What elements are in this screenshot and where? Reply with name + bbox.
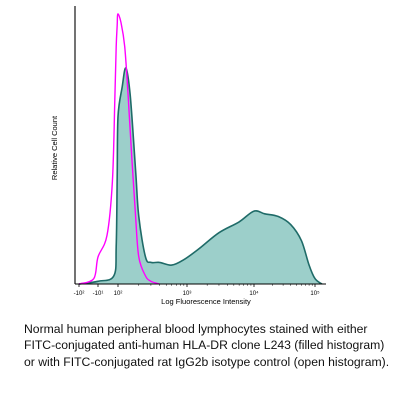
x-axis-title: Log Fluorescence Intensity [161, 297, 251, 306]
x-tick-label: 10³ [183, 291, 192, 297]
y-axis-title: Relative Cell Count [50, 115, 59, 180]
open-histogram-outline [78, 13, 160, 285]
plot-area [78, 13, 323, 285]
x-tick-label: -10¹ [93, 291, 104, 297]
x-tick-label: -10² [74, 291, 85, 297]
x-tick-label: 10⁴ [249, 290, 259, 297]
x-tick-label: 10² [114, 291, 123, 297]
figure-caption: Normal human peripheral blood lymphocyte… [24, 322, 390, 369]
filled-histogram-outline [78, 67, 323, 285]
x-axis-ticks: -10² -10¹ 10² 10³ 10⁴ 10⁵ [74, 284, 320, 297]
x-tick-label: 10⁵ [310, 290, 320, 297]
histogram-chart: -10² -10¹ 10² 10³ 10⁴ 10⁵ Relative Cell Count… [50, 6, 326, 306]
